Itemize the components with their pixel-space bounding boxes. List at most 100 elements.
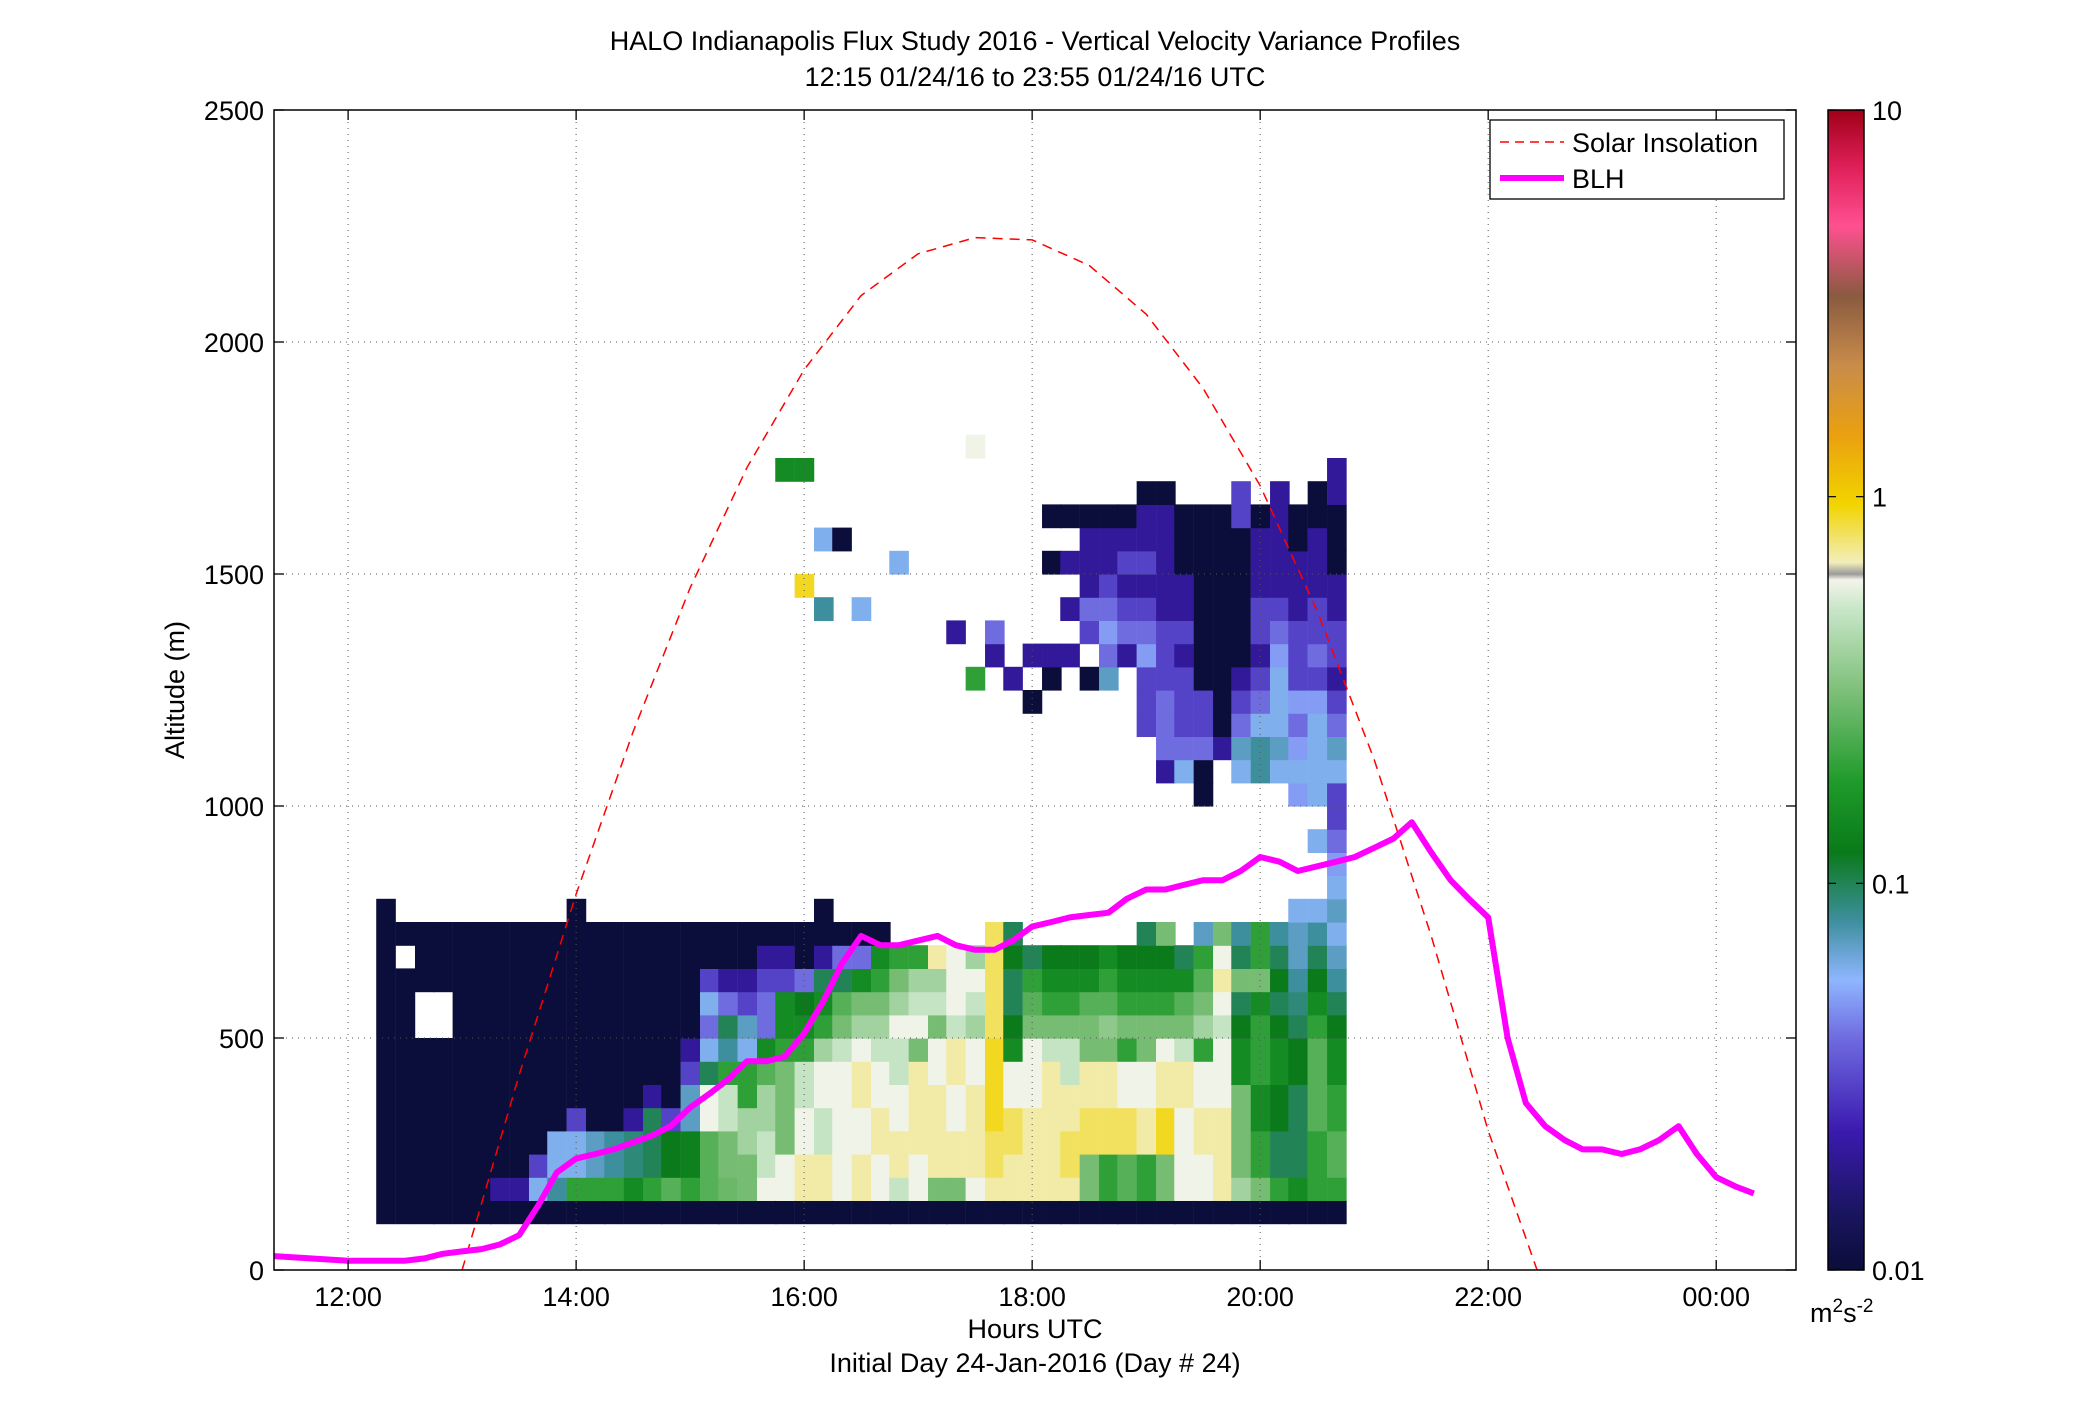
heatmap-cell	[1174, 736, 1194, 761]
heatmap-cell	[1270, 1130, 1290, 1178]
heatmap-cell	[889, 968, 909, 993]
x-tick-label: 00:00	[1682, 1282, 1750, 1312]
heatmap-cell	[1060, 991, 1080, 1016]
heatmap-cell	[1174, 666, 1194, 691]
heatmap-cell	[1288, 1014, 1308, 1039]
heatmap-cell	[1136, 1061, 1157, 1109]
colorbar-tick-label: 0.01	[1872, 1256, 1925, 1286]
heatmap-cell	[1250, 1084, 1271, 1132]
heatmap-cell	[1136, 527, 1157, 552]
heatmap-cell	[1288, 736, 1308, 761]
heatmap-cell	[871, 1107, 891, 1155]
heatmap-cell	[1042, 1200, 1062, 1225]
heatmap-cell	[1193, 527, 1214, 552]
heatmap-cell	[775, 922, 795, 946]
heatmap-cell	[1136, 643, 1157, 668]
heatmap-cell	[1099, 945, 1119, 969]
heatmap-cell	[946, 1014, 966, 1039]
heatmap-cell	[1250, 597, 1271, 621]
heatmap-cell	[1099, 1200, 1119, 1225]
heatmap-cell	[908, 945, 929, 969]
y-tick-label: 2000	[204, 328, 264, 358]
heatmap-cell	[985, 1200, 1005, 1225]
heatmap-cell	[1307, 945, 1328, 969]
heatmap-cell	[661, 1177, 681, 1201]
heatmap-cell	[1270, 759, 1290, 784]
heatmap-cell	[1060, 1200, 1080, 1225]
heatmap-cell	[1156, 1200, 1176, 1225]
heatmap-cell	[1042, 643, 1062, 668]
heatmap-cell	[1213, 922, 1233, 946]
heatmap-cell	[1079, 968, 1100, 993]
heatmap-cell	[623, 1177, 644, 1201]
heatmap-cell	[1327, 1038, 1347, 1085]
heatmap-cell	[965, 666, 986, 691]
heatmap-cell	[1288, 690, 1308, 714]
heatmap-cell	[851, 1014, 872, 1039]
heatmap-cell	[1288, 666, 1308, 691]
heatmap-cell	[1156, 736, 1176, 761]
heatmap-cell	[1022, 1200, 1043, 1225]
heatmap-cell	[1136, 922, 1157, 946]
heatmap-cell	[1156, 620, 1176, 645]
heatmap-cell	[1213, 620, 1233, 645]
heatmap-cell	[1270, 620, 1290, 645]
heatmap-cell	[794, 1038, 815, 1062]
heatmap-cell	[757, 968, 777, 993]
heatmap-cell	[851, 597, 872, 621]
heatmap-cell	[908, 1014, 929, 1039]
heatmap-cell	[1270, 690, 1290, 714]
heatmap-cell	[471, 922, 492, 1225]
heatmap-cell	[1136, 666, 1157, 691]
heatmap-cell	[1327, 898, 1347, 923]
chart-title: HALO Indianapolis Flux Study 2016 - Vert…	[610, 26, 1460, 56]
heatmap-cell	[1327, 968, 1347, 993]
heatmap-cell	[889, 1177, 909, 1201]
heatmap-cell	[1193, 1038, 1214, 1062]
heatmap-cell	[1307, 829, 1328, 853]
heatmap-cell	[1270, 736, 1290, 761]
heatmap-cell	[1136, 968, 1157, 993]
heatmap-cell	[1213, 643, 1233, 668]
heatmap-cell	[1060, 1130, 1080, 1178]
heatmap-cell	[965, 1130, 986, 1178]
heatmap-cell	[623, 922, 644, 1109]
heatmap-cell	[1156, 1107, 1176, 1155]
heatmap-cell	[928, 1177, 948, 1201]
heatmap-cell	[718, 968, 738, 993]
heatmap-cell	[965, 1200, 986, 1225]
heatmap-cell	[1270, 1038, 1290, 1085]
heatmap-cell	[509, 1177, 530, 1201]
x-tick-label: 14:00	[542, 1282, 610, 1312]
heatmap-cell	[700, 1061, 720, 1085]
heatmap-cell	[1003, 945, 1023, 969]
heatmap-cell	[1327, 875, 1347, 900]
heatmap-cell	[832, 1038, 852, 1062]
heatmap-cell	[1079, 1038, 1100, 1062]
heatmap-cell	[643, 922, 663, 1085]
heatmap-cell	[1231, 1200, 1251, 1225]
heatmap-cell	[1117, 991, 1137, 1016]
heatmap-cell	[1288, 898, 1308, 923]
heatmap-cell	[832, 945, 852, 969]
heatmap-cell	[1042, 1061, 1062, 1109]
heatmap-cell	[1307, 922, 1328, 946]
colorbar	[1827, 109, 1865, 1271]
colorbar-unit: m2s-2	[1810, 1296, 1873, 1328]
heatmap-cell	[1003, 1014, 1023, 1039]
heatmap-cell	[586, 1177, 606, 1201]
heatmap-cell	[928, 1084, 948, 1132]
heatmap-cell	[643, 1177, 663, 1201]
heatmap-cell	[1213, 736, 1233, 761]
y-tick-label: 2500	[204, 96, 264, 126]
heatmap-cell	[1270, 922, 1290, 946]
heatmap-cell	[928, 991, 948, 1016]
heatmap-cell	[1288, 597, 1308, 621]
y-tick-label: 1000	[204, 792, 264, 822]
heatmap-cell	[1231, 736, 1251, 761]
y-axis-label: Altitude (m)	[160, 621, 190, 759]
heatmap-cell	[661, 1107, 681, 1132]
heatmap-cell	[1042, 666, 1062, 691]
heatmap-cell	[737, 968, 758, 993]
heatmap-cell	[433, 922, 453, 993]
